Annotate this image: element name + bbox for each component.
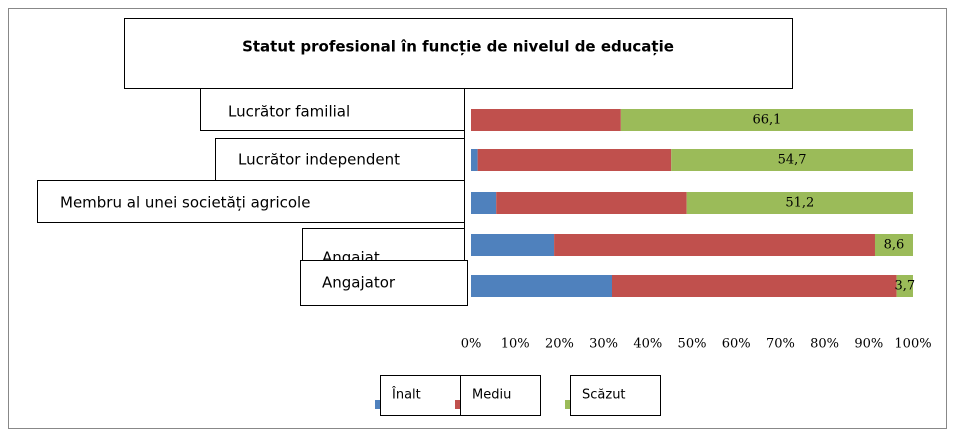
- data-label: 51,2: [785, 196, 814, 211]
- x-tick-label: 40%: [633, 337, 662, 352]
- x-tick-label: 100%: [894, 337, 931, 352]
- bar-segment: [554, 234, 875, 256]
- bar-segment: [471, 109, 621, 131]
- legend-swatch: [565, 400, 574, 409]
- bar-segment: [496, 192, 687, 214]
- bar-segment: [471, 149, 478, 171]
- legend-label: Scăzut: [582, 388, 626, 403]
- x-tick-label: 50%: [678, 337, 707, 352]
- category-label: Angajator: [322, 274, 396, 292]
- category-box: [300, 260, 468, 306]
- data-label: 66,1: [752, 113, 781, 128]
- bar-segment: [686, 192, 913, 214]
- x-tick-label: 90%: [854, 337, 883, 352]
- bar-segment: [671, 149, 913, 171]
- legend-box: [380, 375, 461, 416]
- data-label: 54,7: [778, 153, 807, 168]
- x-tick-label: 10%: [501, 337, 530, 352]
- x-tick-label: 20%: [545, 337, 574, 352]
- data-label: 8,6: [884, 238, 905, 253]
- legend-label: Înalt: [391, 387, 421, 403]
- category-box: [215, 138, 465, 181]
- bar-segment: [874, 234, 913, 256]
- bar-segment: [620, 109, 913, 131]
- category-box: [302, 228, 465, 266]
- x-tick-label: 80%: [810, 337, 839, 352]
- x-tick-label: 60%: [722, 337, 751, 352]
- legend-swatch: [455, 400, 464, 409]
- legend-label: Mediu: [472, 388, 511, 403]
- category-label: Membru al unei societăți agricole: [60, 194, 310, 212]
- bar-segment: [471, 234, 555, 256]
- data-label: 3,7: [894, 279, 915, 294]
- bar-segment: [471, 192, 497, 214]
- legend-box: [460, 375, 541, 416]
- category-box: [200, 88, 465, 131]
- category-box: [37, 180, 465, 223]
- x-tick-label: 70%: [766, 337, 795, 352]
- legend-box: [570, 375, 661, 416]
- bar-segment: [611, 275, 897, 297]
- x-tick-label: 30%: [589, 337, 618, 352]
- bar-segment: [477, 149, 672, 171]
- legend-swatch: [375, 400, 384, 409]
- category-label: Lucrător familial: [228, 103, 350, 121]
- chart-title: Statut profesional în funcție de nivelul…: [242, 38, 674, 56]
- bar-segment: [471, 275, 612, 297]
- title-box: [124, 18, 793, 89]
- bar-segment: [896, 275, 913, 297]
- category-label: Lucrător independent: [238, 151, 400, 169]
- x-tick-label: 0%: [461, 337, 482, 352]
